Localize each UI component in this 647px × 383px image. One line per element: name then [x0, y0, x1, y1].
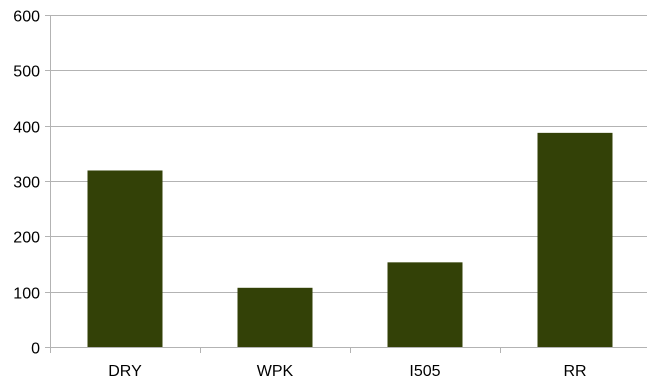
x-tick-label: DRY	[108, 363, 142, 380]
x-tick-label: I505	[409, 363, 440, 380]
bar-dry	[87, 170, 163, 347]
y-tick-label: 500	[13, 64, 40, 81]
y-tick-label: 300	[13, 175, 40, 192]
bars	[87, 132, 613, 347]
x-tick-label: WPK	[257, 363, 294, 380]
x-tick-label: RR	[563, 363, 586, 380]
y-tick-label: 200	[13, 230, 40, 247]
axes	[45, 15, 647, 353]
y-tick-label: 400	[13, 120, 40, 137]
tick-labels: 0 100 200 300 400 500 600 DRY WPK I505 RR	[13, 9, 586, 381]
y-tick-label: 0	[31, 341, 40, 358]
bar-rr	[537, 132, 613, 347]
bar-wpk	[237, 287, 313, 347]
y-tick-label: 600	[13, 9, 40, 26]
y-tick-label: 100	[13, 286, 40, 303]
bar-i505	[387, 262, 463, 347]
